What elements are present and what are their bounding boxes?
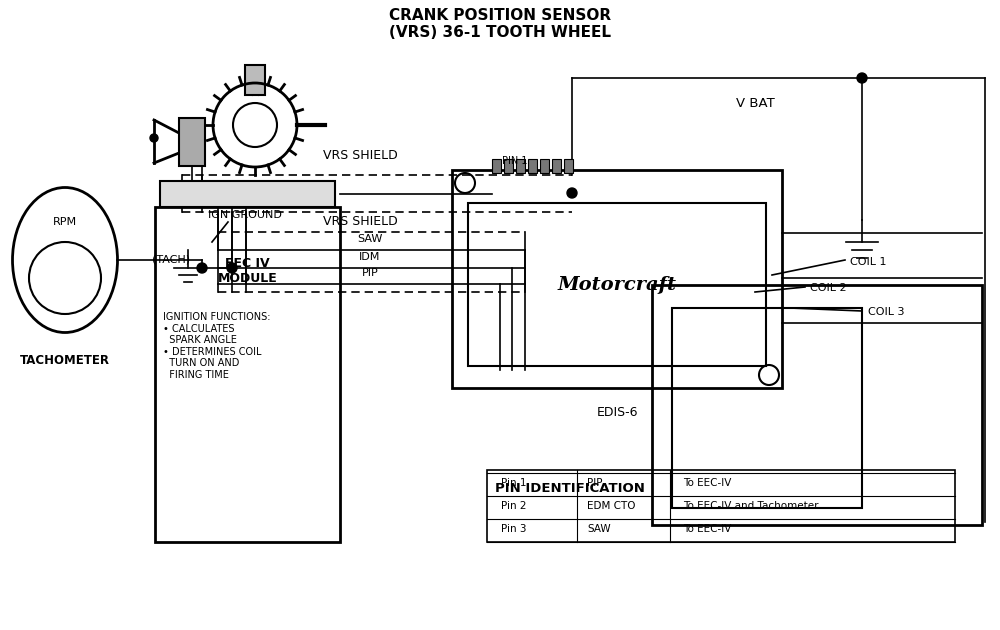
FancyBboxPatch shape bbox=[245, 65, 265, 95]
Text: PIP: PIP bbox=[587, 478, 602, 488]
Text: SAW: SAW bbox=[357, 234, 383, 244]
FancyBboxPatch shape bbox=[528, 159, 537, 173]
Text: Pin 1: Pin 1 bbox=[501, 478, 526, 488]
FancyBboxPatch shape bbox=[179, 118, 205, 166]
Text: PIN 1: PIN 1 bbox=[502, 156, 528, 166]
Text: RPM: RPM bbox=[53, 217, 77, 227]
Text: VRS SHIELD: VRS SHIELD bbox=[323, 215, 397, 228]
Text: PIP: PIP bbox=[362, 268, 378, 278]
Text: COIL 2: COIL 2 bbox=[810, 283, 847, 293]
Text: Motorcraft: Motorcraft bbox=[558, 275, 676, 294]
Text: TACHOMETER: TACHOMETER bbox=[20, 353, 110, 367]
Text: V BAT: V BAT bbox=[736, 97, 774, 110]
Text: EEC IV
MODULE: EEC IV MODULE bbox=[218, 257, 277, 285]
FancyBboxPatch shape bbox=[540, 159, 549, 173]
Text: To EEC-IV: To EEC-IV bbox=[683, 478, 731, 488]
Text: Pin 3: Pin 3 bbox=[501, 524, 526, 534]
FancyBboxPatch shape bbox=[564, 159, 573, 173]
Text: PIN IDENTIFICATION: PIN IDENTIFICATION bbox=[495, 482, 645, 495]
Text: COIL 1: COIL 1 bbox=[850, 257, 887, 267]
Circle shape bbox=[567, 188, 577, 198]
Text: EDM CTO: EDM CTO bbox=[587, 501, 636, 511]
Circle shape bbox=[857, 73, 867, 83]
Text: IGN GROUND: IGN GROUND bbox=[208, 210, 282, 220]
Text: To EEC-IV and Tachometer: To EEC-IV and Tachometer bbox=[683, 501, 818, 511]
Text: SAW: SAW bbox=[587, 524, 611, 534]
FancyBboxPatch shape bbox=[516, 159, 525, 173]
FancyBboxPatch shape bbox=[552, 159, 561, 173]
Text: IGNITION FUNCTIONS:
• CALCULATES
  SPARK ANGLE
• DETERMINES COIL
  TURN ON AND
 : IGNITION FUNCTIONS: • CALCULATES SPARK A… bbox=[163, 312, 270, 380]
FancyBboxPatch shape bbox=[160, 181, 335, 207]
Circle shape bbox=[150, 134, 158, 142]
FancyBboxPatch shape bbox=[492, 159, 501, 173]
Text: CRANK POSITION SENSOR: CRANK POSITION SENSOR bbox=[389, 8, 611, 23]
Text: IDM: IDM bbox=[359, 252, 381, 262]
Text: EDIS-6: EDIS-6 bbox=[596, 406, 638, 419]
FancyBboxPatch shape bbox=[504, 159, 513, 173]
Circle shape bbox=[227, 263, 237, 273]
Text: VRS SHIELD: VRS SHIELD bbox=[323, 149, 397, 162]
Text: Pin 2: Pin 2 bbox=[501, 501, 526, 511]
Text: (TACH): (TACH) bbox=[152, 255, 190, 265]
Text: (VRS) 36-1 TOOTH WHEEL: (VRS) 36-1 TOOTH WHEEL bbox=[389, 25, 611, 40]
Text: To EEC-IV: To EEC-IV bbox=[683, 524, 731, 534]
Text: COIL 3: COIL 3 bbox=[868, 307, 904, 317]
Circle shape bbox=[197, 263, 207, 273]
